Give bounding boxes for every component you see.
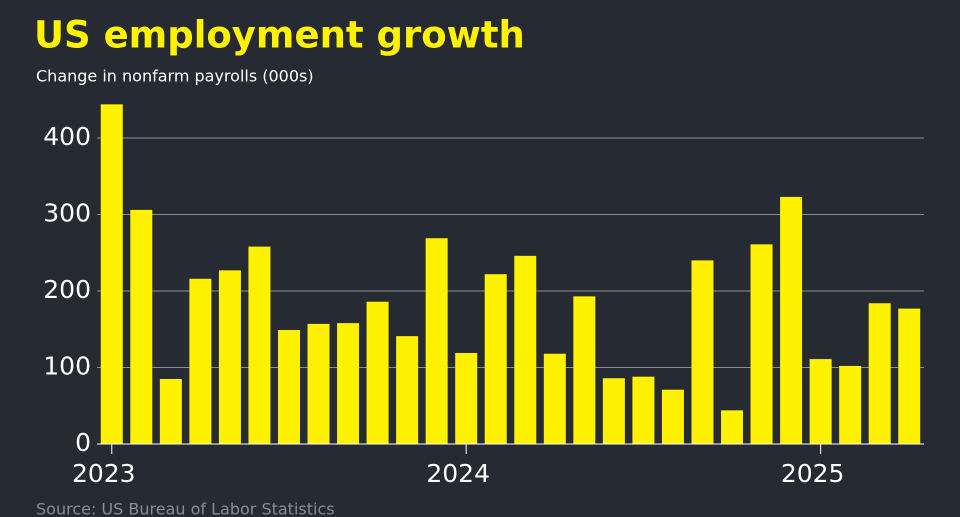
bar [632, 376, 655, 444]
bar [484, 274, 507, 444]
bar [455, 352, 478, 444]
bar [307, 323, 330, 444]
bar [277, 330, 300, 444]
bar [248, 246, 271, 444]
bar [661, 389, 684, 444]
bar [189, 278, 212, 444]
bar [130, 209, 153, 444]
y-tick-label: 400 [43, 122, 91, 151]
bar [691, 260, 714, 444]
bar [602, 378, 625, 444]
bar [839, 365, 862, 444]
bar [100, 104, 123, 444]
x-tick-label: 2024 [426, 459, 490, 488]
bar [780, 196, 803, 444]
y-tick-label: 300 [43, 199, 91, 228]
bar [543, 353, 566, 444]
bar [159, 378, 182, 444]
bar [750, 244, 773, 444]
y-tick-label: 0 [75, 428, 91, 457]
chart-title: US employment growth [34, 14, 525, 57]
x-tick-label: 2023 [72, 459, 136, 488]
bar [366, 301, 389, 444]
y-tick-label: 100 [43, 352, 91, 381]
bar [337, 323, 360, 444]
bar [809, 359, 832, 444]
bar [425, 238, 448, 444]
bar [721, 410, 744, 444]
bar [573, 296, 596, 444]
x-tick-label: 2025 [781, 459, 845, 488]
chart-subtitle: Change in nonfarm payrolls (000s) [36, 67, 314, 86]
y-tick-label: 200 [43, 275, 91, 304]
bar [898, 308, 921, 444]
bar [396, 336, 419, 444]
bar [218, 270, 241, 444]
source-note: Source: US Bureau of Labor Statistics [36, 500, 335, 517]
bar [514, 255, 537, 444]
bar [868, 303, 891, 444]
